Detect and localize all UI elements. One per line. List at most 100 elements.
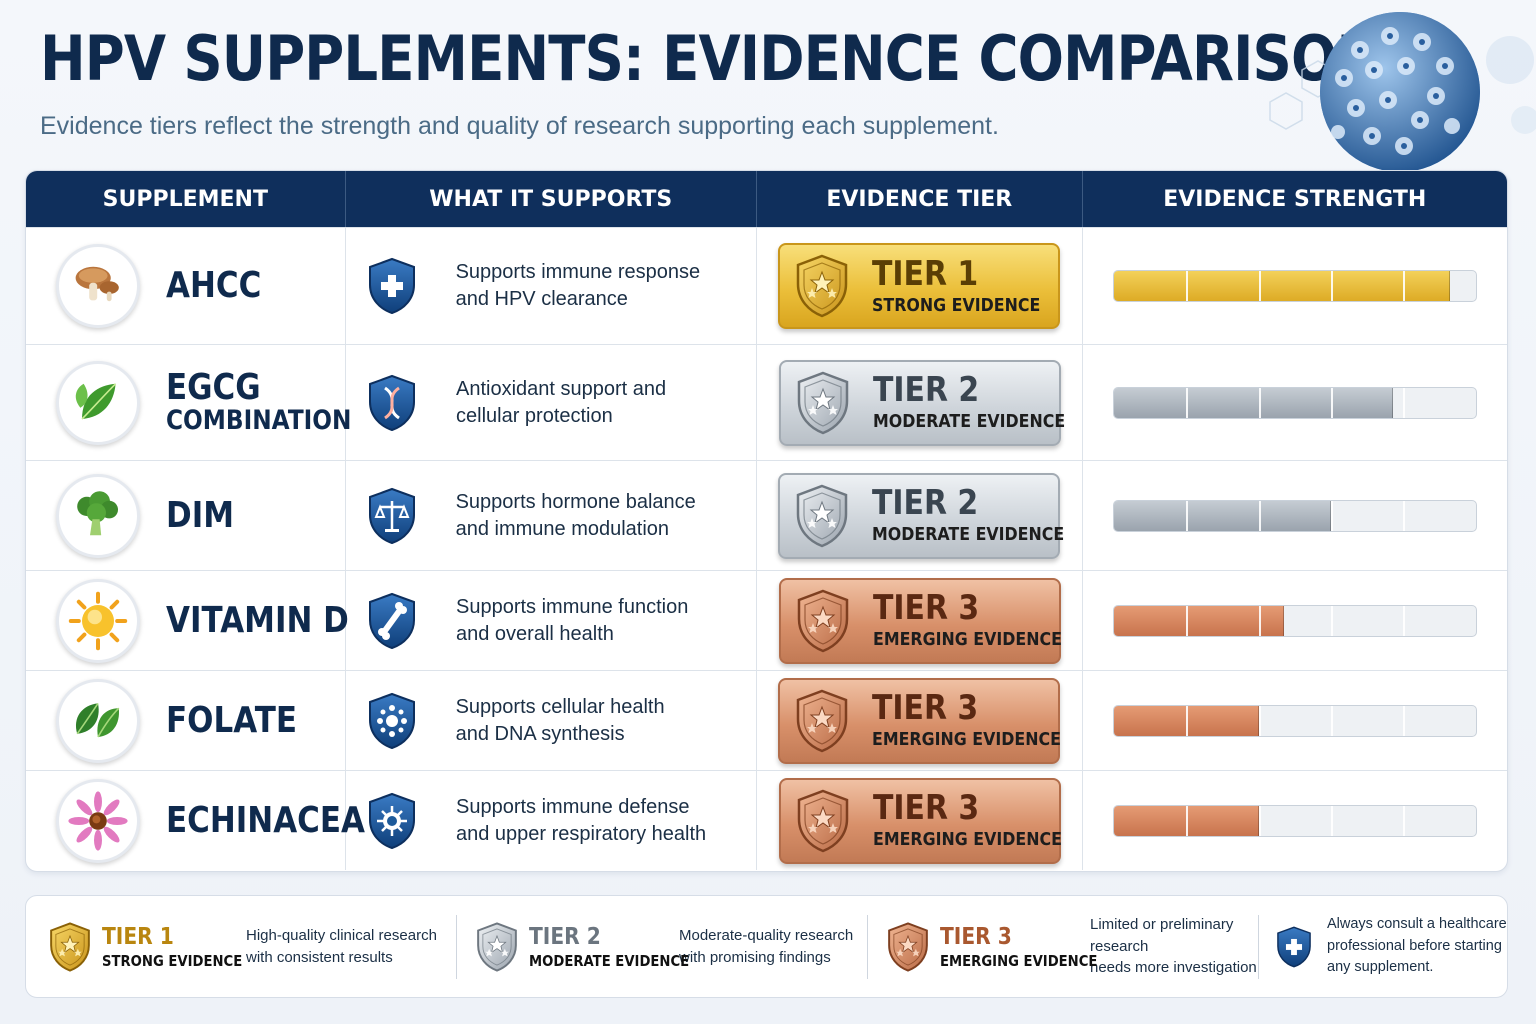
supports-text: Supports cellular health and DNA synthesi… [456,694,665,748]
legend-item-bronze: TIER 3 EMERGING EVIDENCE Limited or prelim… [868,896,1258,997]
supplement-name-sub: COMBINATION [166,405,352,437]
virus-illustration-icon [1269,12,1536,172]
strength-bar-segment-divider [1258,605,1261,636]
supports-cell: Supports immune function and overall heal… [346,571,758,670]
legend-tier-shield-icon [886,919,930,975]
table-row: DIM Supports hormone balance and immune mo… [26,460,1507,570]
strength-bar-segment-divider [1331,387,1334,418]
table-header: SUPPLEMENT WHAT IT SUPPORTS EVIDENCE TIE… [26,171,1507,227]
supports-cell: Supports immune defense and upper respira… [346,771,758,870]
legend-divider [1258,914,1259,979]
legend-item-gold: TIER 1 STRONG EVIDENCE High-quality clinic… [26,896,456,997]
legend-tier-text: TIER 2 MODERATE EVIDENCE [529,923,689,970]
supplement-name: VITAMIN D [166,601,349,640]
table-row: AHCC Supports immune response and HPV clea… [26,227,1507,344]
legend-tier-shield-icon [48,919,92,975]
tier-name: TIER 3 [872,788,979,828]
strength-bar-segment-divider [1403,705,1406,736]
legend-tier-name: TIER 2 [529,923,601,950]
strength-bar-segment-divider [1186,271,1189,301]
legend-tier-label: EMERGING EVIDENCE [940,951,1098,970]
strength-bar-fill [1113,605,1284,636]
supports-text: Supports hormone balance and immune modul… [456,489,696,543]
supports-cell: Antioxidant support and cellular protecti… [346,345,758,460]
tier-name: TIER 1 [872,253,979,294]
tier-badge-text: TIER 1 STRONG EVIDENCE [872,257,1063,316]
strength-bar-segment-divider [1403,271,1406,301]
supports-line: and DNA synthesis [455,722,625,745]
tier-legend: TIER 1 STRONG EVIDENCE High-quality clinic… [25,895,1508,998]
strength-bar-segment-divider [1258,271,1261,301]
legend-description-line: with consistent results [246,948,393,966]
echinacea-flower-icon [56,778,140,863]
supplement-name-text: AHCC [166,265,262,307]
strength-bar-segment-divider [1330,705,1333,736]
strength-bar-segment-divider [1330,500,1333,531]
cell-shield-icon [366,692,418,750]
supplement-name-text: ECHINACEA [166,799,366,841]
strength-bar [1112,804,1477,837]
legend-description-line: Limited or preliminary research [1090,915,1234,955]
strength-cell [1083,345,1507,460]
table-row: VITAMIN D Supports immune function and ove… [26,570,1507,670]
strength-bar-segment-divider [1403,605,1406,636]
legend-tier-shield-icon [475,919,519,975]
supports-cell: Supports immune response and HPV clearanc… [346,228,758,344]
tier-name: TIER 3 [872,588,979,628]
legend-divider [456,914,457,979]
strength-bar-segment-divider [1403,387,1406,418]
supplement-cell: ECHINACEA [26,771,365,870]
table-row: ECHINACEA Supports immune defense and uppe… [26,770,1507,870]
strength-cell [1083,671,1507,770]
supports-text: Antioxidant support and cellular protecti… [456,376,666,430]
strength-bar-segment-divider [1258,387,1261,418]
supports-line: Antioxidant support and [456,377,667,400]
column-header-supports: WHAT IT SUPPORTS [346,171,757,227]
table-body: AHCC Supports immune response and HPV clea… [26,227,1507,870]
strength-bar-segment-divider [1331,605,1334,636]
strength-bar-segment-divider [1331,805,1334,836]
legend-description: High-quality clinical research with consi… [246,925,437,969]
tier-badge: TIER 2 MODERATE EVIDENCE [778,359,1065,446]
evidence-table: SUPPLEMENT WHAT IT SUPPORTS EVIDENCE TIE… [25,170,1508,872]
tier-cell: TIER 3 EMERGING EVIDENCE [757,571,1083,670]
strength-bar-fill [1113,500,1331,531]
supplement-cell: EGCG COMBINATION [26,345,351,460]
tier-shield-icon [795,789,851,853]
tier-badge: TIER 3 EMERGING EVIDENCE [778,577,1061,664]
tier-shield-icon [794,484,850,548]
strength-bar-segment-divider [1186,500,1189,531]
strength-bar [1112,704,1477,737]
page-title: HPV SUPPLEMENTS: EVIDENCE COMPARISON [40,22,1382,95]
tier-badge-text: TIER 3 EMERGING EVIDENCE [873,591,1088,650]
legend-tier-text: TIER 1 STRONG EVIDENCE [102,923,242,970]
tier-cell: TIER 1 STRONG EVIDENCE [757,228,1083,344]
tier-cell: TIER 2 MODERATE EVIDENCE [757,461,1083,570]
supplement-cell: AHCC [26,228,346,344]
strength-bar-segment-divider [1186,387,1189,418]
spinach-icon [56,678,140,763]
tier-label: EMERGING EVIDENCE [872,629,1062,650]
legend-tier-text: TIER 3 EMERGING EVIDENCE [940,924,1098,970]
tier-badge: TIER 2 MODERATE EVIDENCE [778,472,1065,559]
strength-cell [1083,228,1507,344]
strength-bar-segment-divider [1403,805,1406,836]
mushroom-icon [56,244,140,328]
legend-description-line: Moderate-quality research [679,926,854,944]
legend-note-line: Always consult a healthcare [1327,915,1507,932]
bone-shield-icon [366,592,418,650]
supplement-name: FOLATE [166,701,297,740]
legend-tier-name: TIER 1 [102,923,174,950]
supports-line: and upper respiratory health [456,822,707,845]
legend-description-line: High-quality clinical research [246,926,437,944]
supports-line: Supports immune function [456,595,689,618]
legend-note-line: professional before starting [1327,937,1502,954]
supplement-name: AHCC [166,267,261,305]
strength-bar-fill [1113,387,1393,418]
tier-shield-icon [794,254,850,318]
strength-bar-segment-divider [1403,500,1406,531]
strength-bar-segment-divider [1258,500,1261,531]
tier-name: TIER 3 [872,688,979,728]
legend-description-line: with promising findings [679,948,831,966]
tier-label: MODERATE EVIDENCE [872,411,1065,432]
